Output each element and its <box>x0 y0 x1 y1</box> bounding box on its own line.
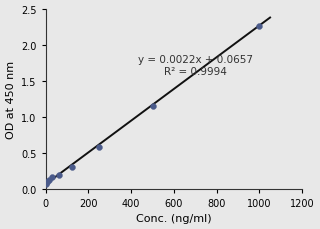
Point <box>46 179 52 182</box>
Point <box>45 181 50 184</box>
Y-axis label: OD at 450 nm: OD at 450 nm <box>5 60 16 138</box>
Point <box>56 173 61 177</box>
Point <box>150 104 155 108</box>
Text: y = 0.0022x + 0.0657
R² = 0.9994: y = 0.0022x + 0.0657 R² = 0.9994 <box>138 55 253 76</box>
Point <box>257 25 262 28</box>
Point <box>43 183 48 186</box>
X-axis label: Conc. (ng/ml): Conc. (ng/ml) <box>136 213 212 224</box>
Point <box>50 175 55 179</box>
Point <box>97 145 102 149</box>
Point <box>70 165 75 169</box>
